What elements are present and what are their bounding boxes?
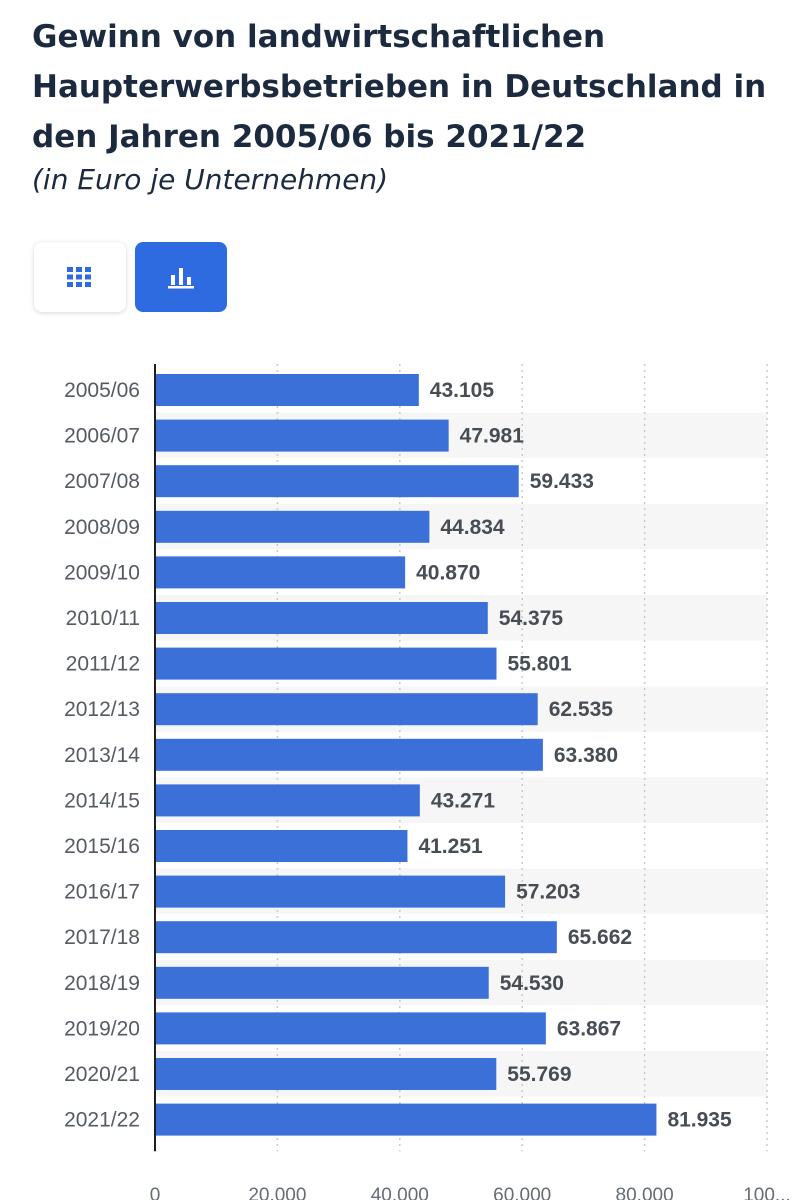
value-label: 59.433 xyxy=(530,470,594,493)
value-label: 54.530 xyxy=(500,972,564,995)
bar xyxy=(155,875,506,908)
chart-title: Gewinn von landwirtschaftlichen Haupterw… xyxy=(32,19,767,155)
bar xyxy=(155,966,489,999)
bar xyxy=(155,510,430,543)
bar xyxy=(155,830,408,862)
x-tick-label: 0 xyxy=(150,1185,161,1200)
category-label: 2019/20 xyxy=(64,1017,140,1040)
bar xyxy=(155,374,419,406)
bar xyxy=(155,693,538,726)
bar xyxy=(155,1012,546,1045)
x-tick-label: 80.000 xyxy=(616,1185,674,1200)
x-tick-label: 20.000 xyxy=(248,1185,306,1200)
value-label: 40.870 xyxy=(416,561,480,584)
chart-subtitle: (in Euro je Unternehmen) xyxy=(32,163,389,196)
grid-icon xyxy=(67,267,91,287)
bar xyxy=(155,419,449,452)
category-label: 2014/15 xyxy=(64,789,140,812)
category-label: 2005/06 xyxy=(64,379,140,402)
bar xyxy=(155,602,488,634)
x-tick-label: 100... xyxy=(743,1185,791,1200)
category-label: 2013/14 xyxy=(64,744,140,767)
bar xyxy=(155,556,406,589)
category-label: 2020/21 xyxy=(64,1063,140,1086)
category-label: 2006/07 xyxy=(64,425,140,448)
bar xyxy=(155,921,557,954)
category-label: 2007/08 xyxy=(64,470,140,493)
value-label: 41.251 xyxy=(418,835,483,858)
value-label: 54.375 xyxy=(499,607,564,630)
chart-view-button[interactable] xyxy=(135,242,227,312)
x-tick-label: 40.000 xyxy=(371,1185,429,1200)
category-label: 2018/19 xyxy=(64,972,140,995)
bar xyxy=(155,784,420,817)
category-label: 2015/16 xyxy=(64,835,140,858)
x-tick-label: 60.000 xyxy=(493,1185,551,1200)
category-label: 2010/11 xyxy=(66,607,140,630)
table-view-button[interactable] xyxy=(34,242,126,312)
category-label: 2017/18 xyxy=(64,926,140,949)
value-label: 44.834 xyxy=(440,516,505,539)
value-label: 55.801 xyxy=(508,653,573,676)
value-label: 63.380 xyxy=(554,744,618,767)
value-label: 63.867 xyxy=(557,1017,621,1040)
value-label: 43.105 xyxy=(430,379,495,402)
category-label: 2011/12 xyxy=(66,653,140,676)
category-label: 2021/22 xyxy=(64,1109,140,1132)
category-label: 2016/17 xyxy=(64,881,140,904)
value-label: 62.535 xyxy=(549,698,614,721)
value-label: 47.981 xyxy=(460,425,525,448)
value-label: 65.662 xyxy=(568,926,632,949)
value-label: 55.769 xyxy=(507,1063,571,1086)
bar xyxy=(155,1058,497,1090)
value-label: 57.203 xyxy=(516,881,580,904)
category-label: 2012/13 xyxy=(64,698,140,721)
category-label: 2008/09 xyxy=(64,516,140,539)
bar xyxy=(155,738,543,771)
bar-chart-icon xyxy=(168,268,194,289)
bar-chart: 2005/06 2006/07 2007/08 2008/09 2009/10 2010/… xyxy=(64,364,791,1200)
value-label: 81.935 xyxy=(667,1109,732,1132)
bar xyxy=(155,1103,657,1136)
value-label: 43.271 xyxy=(431,789,496,812)
bar xyxy=(155,647,497,680)
bar xyxy=(155,465,519,498)
category-label: 2009/10 xyxy=(64,561,140,584)
